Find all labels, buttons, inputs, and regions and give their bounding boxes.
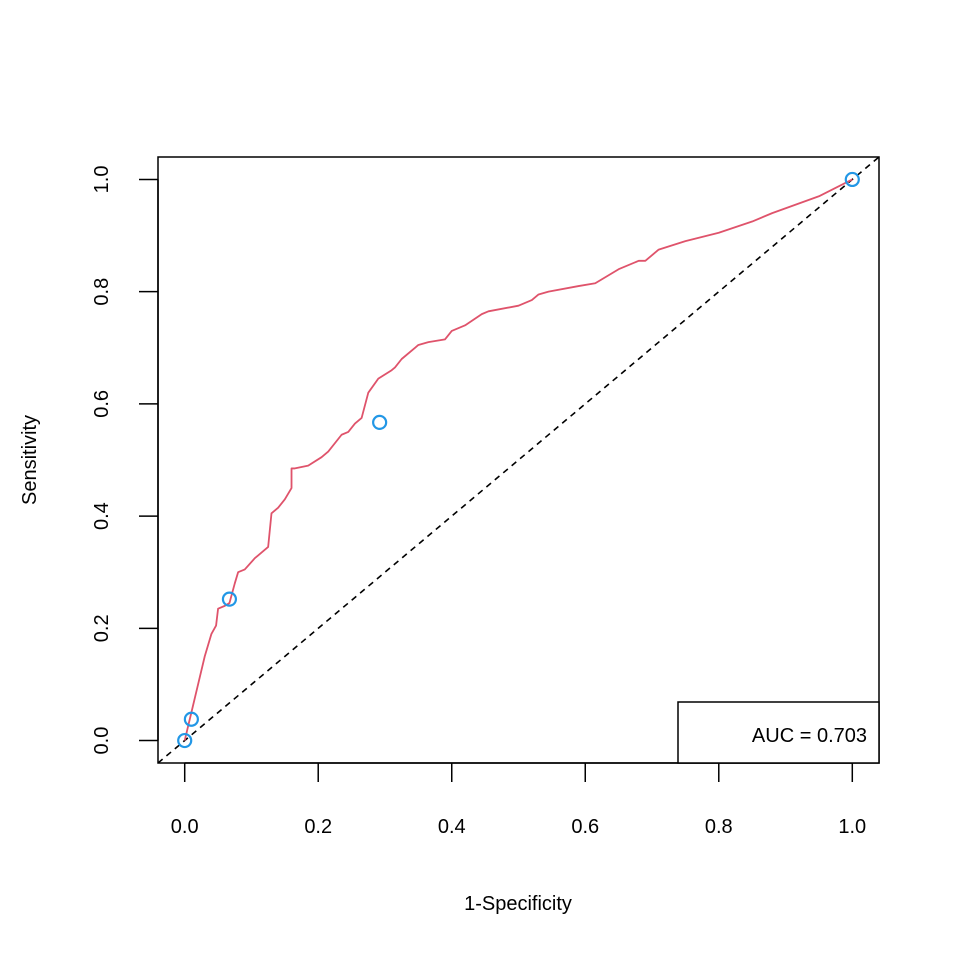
x-tick-label: 0.0 (171, 816, 199, 838)
x-tick-label: 0.2 (304, 816, 332, 838)
y-tick-label: 0.6 (91, 390, 113, 418)
y-tick-label: 0.2 (91, 614, 113, 642)
threshold-point (372, 414, 388, 431)
threshold-point (183, 711, 199, 727)
y-axis-title: Sensitivity (19, 415, 41, 505)
y-tick-label: 0.0 (91, 727, 113, 755)
x-tick-label: 0.6 (571, 816, 599, 838)
reference-layer (158, 157, 879, 763)
x-tick-label: 1.0 (838, 816, 866, 838)
x-axis-title: 1-Specificity (464, 893, 572, 915)
legend-box (677, 701, 880, 764)
y-axis: 0.0 0.2 0.4 0.6 0.8 1.0 (91, 166, 159, 755)
legend: AUC = 0.703 (677, 701, 880, 764)
x-tick-label: 0.8 (705, 816, 733, 838)
series-layer (177, 171, 860, 749)
threshold-point (177, 732, 193, 749)
x-axis: 0.0 0.2 0.4 0.6 0.8 1.0 (171, 762, 866, 838)
threshold-point (221, 591, 238, 607)
x-tick-label: 0.4 (438, 816, 466, 838)
y-tick-label: 0.8 (91, 278, 113, 306)
y-tick-label: 0.4 (91, 502, 113, 530)
legend-auc-text: AUC = 0.703 (752, 725, 867, 747)
y-tick-label: 1.0 (91, 166, 113, 194)
reference-diagonal (158, 157, 879, 763)
threshold-point (844, 171, 860, 188)
